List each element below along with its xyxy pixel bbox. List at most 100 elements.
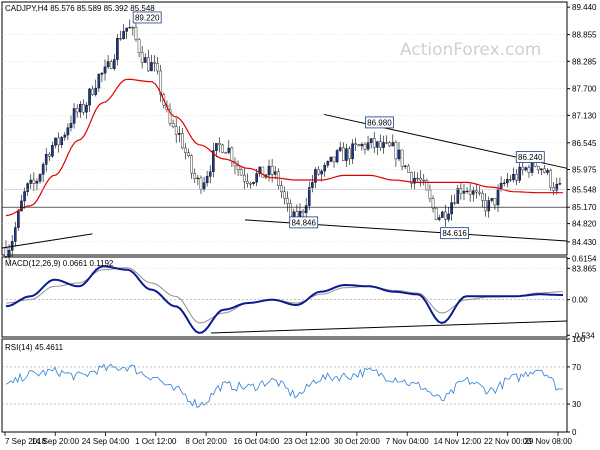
- candle-body: [301, 210, 305, 214]
- candle-body: [147, 57, 150, 72]
- candle-body: [54, 137, 57, 146]
- candle-body: [543, 168, 546, 173]
- candle-body: [338, 147, 342, 151]
- candle-body: [552, 187, 556, 191]
- candle-body: [66, 127, 70, 136]
- price-y-tick-label: 89.440: [572, 3, 597, 12]
- price-y-tick-label: 87.130: [572, 111, 597, 120]
- price-y-tick-label: 88.285: [572, 57, 597, 66]
- candle-body: [85, 104, 88, 113]
- price-y-tick-label: 84.820: [572, 220, 597, 229]
- candle-body: [221, 144, 224, 153]
- candle-body: [140, 52, 144, 63]
- candle-body: [57, 137, 60, 145]
- candle-body: [41, 164, 45, 175]
- candle-body: [323, 165, 327, 172]
- price-y-tick-label: 88.855: [572, 31, 597, 40]
- candle-body: [468, 190, 472, 195]
- candle-body: [462, 190, 466, 194]
- rsi-y-tick-label: 100: [572, 335, 586, 344]
- candle-body: [431, 198, 435, 209]
- x-tick-label: 8 Oct 20:00: [185, 437, 227, 446]
- candle-body: [280, 185, 283, 193]
- candle-body: [208, 171, 212, 177]
- macd-label: MACD(12,26,9) 0.0661 0.1192: [5, 259, 114, 268]
- candle-body: [484, 200, 487, 212]
- candle-body: [227, 147, 231, 153]
- price-candles: [4, 19, 562, 261]
- candle-body: [363, 143, 367, 150]
- price-y-tick-label: 86.545: [572, 139, 597, 148]
- candle-body: [156, 63, 159, 72]
- candle-body: [341, 147, 345, 161]
- x-tick-label: 29 Nov 08:00: [524, 437, 572, 446]
- price-panel-frame: [1, 1, 568, 256]
- candle-body: [122, 31, 125, 39]
- rsi-y-axis: 100 70 30 0: [567, 335, 586, 437]
- candle-body: [174, 126, 178, 135]
- candle-body: [35, 181, 39, 184]
- trendline: [211, 320, 568, 334]
- candle-body: [419, 178, 422, 181]
- candle-body: [113, 59, 116, 69]
- candle-body: [171, 122, 175, 127]
- candle-body: [125, 27, 128, 32]
- candle-body: [509, 179, 512, 181]
- price-y-axis: 89.440 88.855 88.285 87.700 87.130 86.545 85.9…: [567, 3, 597, 273]
- price-y-tick-label: 87.700: [572, 85, 597, 94]
- macd-y-axis: 0.6154 0.00 -0.534: [567, 255, 597, 340]
- candle-body: [187, 152, 190, 156]
- price-label-text: 86.980: [367, 118, 392, 127]
- candle-body: [490, 198, 494, 201]
- candle-body: [13, 227, 17, 242]
- candle-body: [51, 145, 54, 157]
- candle-body: [496, 189, 500, 206]
- candle-body: [94, 87, 98, 95]
- candle-body: [91, 88, 94, 95]
- rsi-y-tick-label: 0: [572, 428, 577, 437]
- chart-header: CADJPY,H4 85.576 85.589 85.392 85.548: [5, 4, 155, 13]
- candle-body: [428, 189, 432, 199]
- candle-body: [332, 156, 336, 163]
- candle-body: [397, 149, 401, 160]
- candle-body: [475, 190, 478, 193]
- candle-body: [410, 172, 413, 184]
- rsi-label: RSI(14) 45.4611: [5, 343, 64, 352]
- candle-body: [239, 169, 243, 176]
- candle-body: [515, 173, 518, 181]
- candle-body: [205, 176, 209, 184]
- candle-body: [471, 190, 475, 195]
- x-tick-label: 14 Sep 20:00: [31, 437, 79, 446]
- candle-body: [425, 179, 429, 191]
- price-label-box: [365, 116, 394, 129]
- candle-body: [44, 154, 48, 165]
- price-y-tick-label: 83.865: [572, 264, 597, 273]
- candle-body: [134, 27, 138, 40]
- x-tick-label: 22 Nov 00:00: [484, 437, 532, 446]
- candle-body: [26, 183, 29, 192]
- candle-body: [150, 62, 153, 72]
- candle-body: [335, 150, 339, 163]
- price-label-box: [440, 227, 469, 240]
- candle-body: [270, 165, 274, 175]
- candle-body: [131, 27, 135, 29]
- x-tick-label: 24 Sep 04:00: [82, 437, 130, 446]
- candle-body: [224, 152, 228, 154]
- candle-body: [307, 187, 311, 206]
- macd-line: [5, 265, 563, 334]
- candle-body: [78, 104, 82, 113]
- candle-body: [249, 183, 252, 185]
- price-y-tick-label: 85.975: [572, 165, 597, 174]
- candle-body: [540, 168, 543, 171]
- candle-body: [320, 170, 323, 175]
- candle-body: [23, 191, 26, 202]
- candle-body: [447, 213, 450, 220]
- candle-body: [109, 61, 113, 69]
- trendline: [1, 233, 93, 249]
- candle-body: [555, 184, 559, 191]
- candle-body: [413, 177, 416, 184]
- candle-body: [403, 165, 407, 167]
- rsi-panel-frame: [1, 338, 568, 433]
- candle-body: [345, 148, 348, 161]
- candle-body: [391, 142, 395, 147]
